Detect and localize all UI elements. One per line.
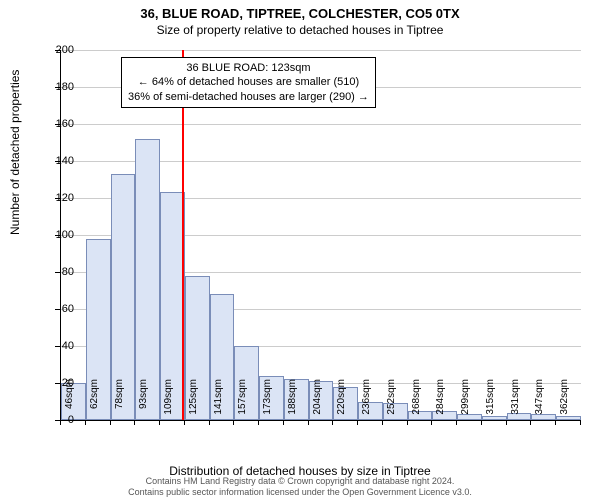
- plot-area: 36 BLUE ROAD: 123sqm← 64% of detached ho…: [60, 50, 581, 421]
- x-tick-label: 284sqm: [435, 379, 446, 424]
- x-tick-label: 315sqm: [485, 379, 496, 424]
- chart-container: 36, BLUE ROAD, TIPTREE, COLCHESTER, CO5 …: [0, 0, 600, 500]
- y-tick-mark: [55, 346, 60, 347]
- x-tick-mark: [555, 420, 556, 425]
- y-tick-mark: [55, 50, 60, 51]
- x-tick-label: 157sqm: [237, 379, 248, 424]
- y-axis-label: Number of detached properties: [8, 70, 22, 235]
- x-tick-mark: [60, 420, 61, 425]
- y-tick-mark: [55, 309, 60, 310]
- x-tick-mark: [184, 420, 185, 425]
- x-tick-label: 188sqm: [287, 379, 298, 424]
- annotation-line-1: 36 BLUE ROAD: 123sqm: [128, 61, 369, 75]
- annotation-line-3: 36% of semi-detached houses are larger (…: [128, 90, 369, 104]
- x-tick-mark: [357, 420, 358, 425]
- x-tick-mark: [209, 420, 210, 425]
- x-tick-mark: [308, 420, 309, 425]
- footer-line-2: Contains public sector information licen…: [0, 487, 600, 498]
- y-tick-mark: [55, 87, 60, 88]
- x-tick-mark: [431, 420, 432, 425]
- x-tick-label: 78sqm: [114, 379, 125, 424]
- x-tick-label: 46sqm: [64, 379, 75, 424]
- x-tick-label: 347sqm: [534, 379, 545, 424]
- x-tick-mark: [258, 420, 259, 425]
- x-tick-label: 93sqm: [138, 379, 149, 424]
- x-tick-mark: [456, 420, 457, 425]
- x-tick-label: 362sqm: [559, 379, 570, 424]
- footer-line-1: Contains HM Land Registry data © Crown c…: [0, 476, 600, 487]
- x-tick-mark: [332, 420, 333, 425]
- x-tick-mark: [110, 420, 111, 425]
- x-tick-label: 268sqm: [411, 379, 422, 424]
- grid-line: [61, 50, 581, 51]
- x-tick-mark: [233, 420, 234, 425]
- x-tick-label: 173sqm: [262, 379, 273, 424]
- y-tick-mark: [55, 124, 60, 125]
- footer-text: Contains HM Land Registry data © Crown c…: [0, 476, 600, 498]
- y-tick-mark: [55, 272, 60, 273]
- annotation-line-2: ← 64% of detached houses are smaller (51…: [128, 75, 369, 89]
- x-tick-label: 252sqm: [386, 379, 397, 424]
- chart-subtitle: Size of property relative to detached ho…: [0, 21, 600, 37]
- histogram-bar: [135, 139, 160, 420]
- x-tick-mark: [382, 420, 383, 425]
- x-tick-mark: [407, 420, 408, 425]
- x-tick-label: 331sqm: [510, 379, 521, 424]
- x-tick-mark: [530, 420, 531, 425]
- x-tick-label: 109sqm: [163, 379, 174, 424]
- x-tick-label: 62sqm: [89, 379, 100, 424]
- x-tick-mark: [159, 420, 160, 425]
- x-tick-label: 299sqm: [460, 379, 471, 424]
- x-tick-label: 141sqm: [213, 379, 224, 424]
- x-tick-mark: [283, 420, 284, 425]
- x-tick-mark: [506, 420, 507, 425]
- x-tick-label: 220sqm: [336, 379, 347, 424]
- y-tick-mark: [55, 383, 60, 384]
- y-tick-mark: [55, 161, 60, 162]
- x-tick-mark: [134, 420, 135, 425]
- y-tick-mark: [55, 235, 60, 236]
- annotation-box: 36 BLUE ROAD: 123sqm← 64% of detached ho…: [121, 57, 376, 108]
- x-tick-label: 125sqm: [188, 379, 199, 424]
- x-tick-mark: [481, 420, 482, 425]
- x-tick-mark: [85, 420, 86, 425]
- chart-title: 36, BLUE ROAD, TIPTREE, COLCHESTER, CO5 …: [0, 0, 600, 21]
- y-tick-mark: [55, 198, 60, 199]
- x-tick-label: 236sqm: [361, 379, 372, 424]
- grid-line: [61, 124, 581, 125]
- x-tick-mark: [580, 420, 581, 425]
- x-tick-label: 204sqm: [312, 379, 323, 424]
